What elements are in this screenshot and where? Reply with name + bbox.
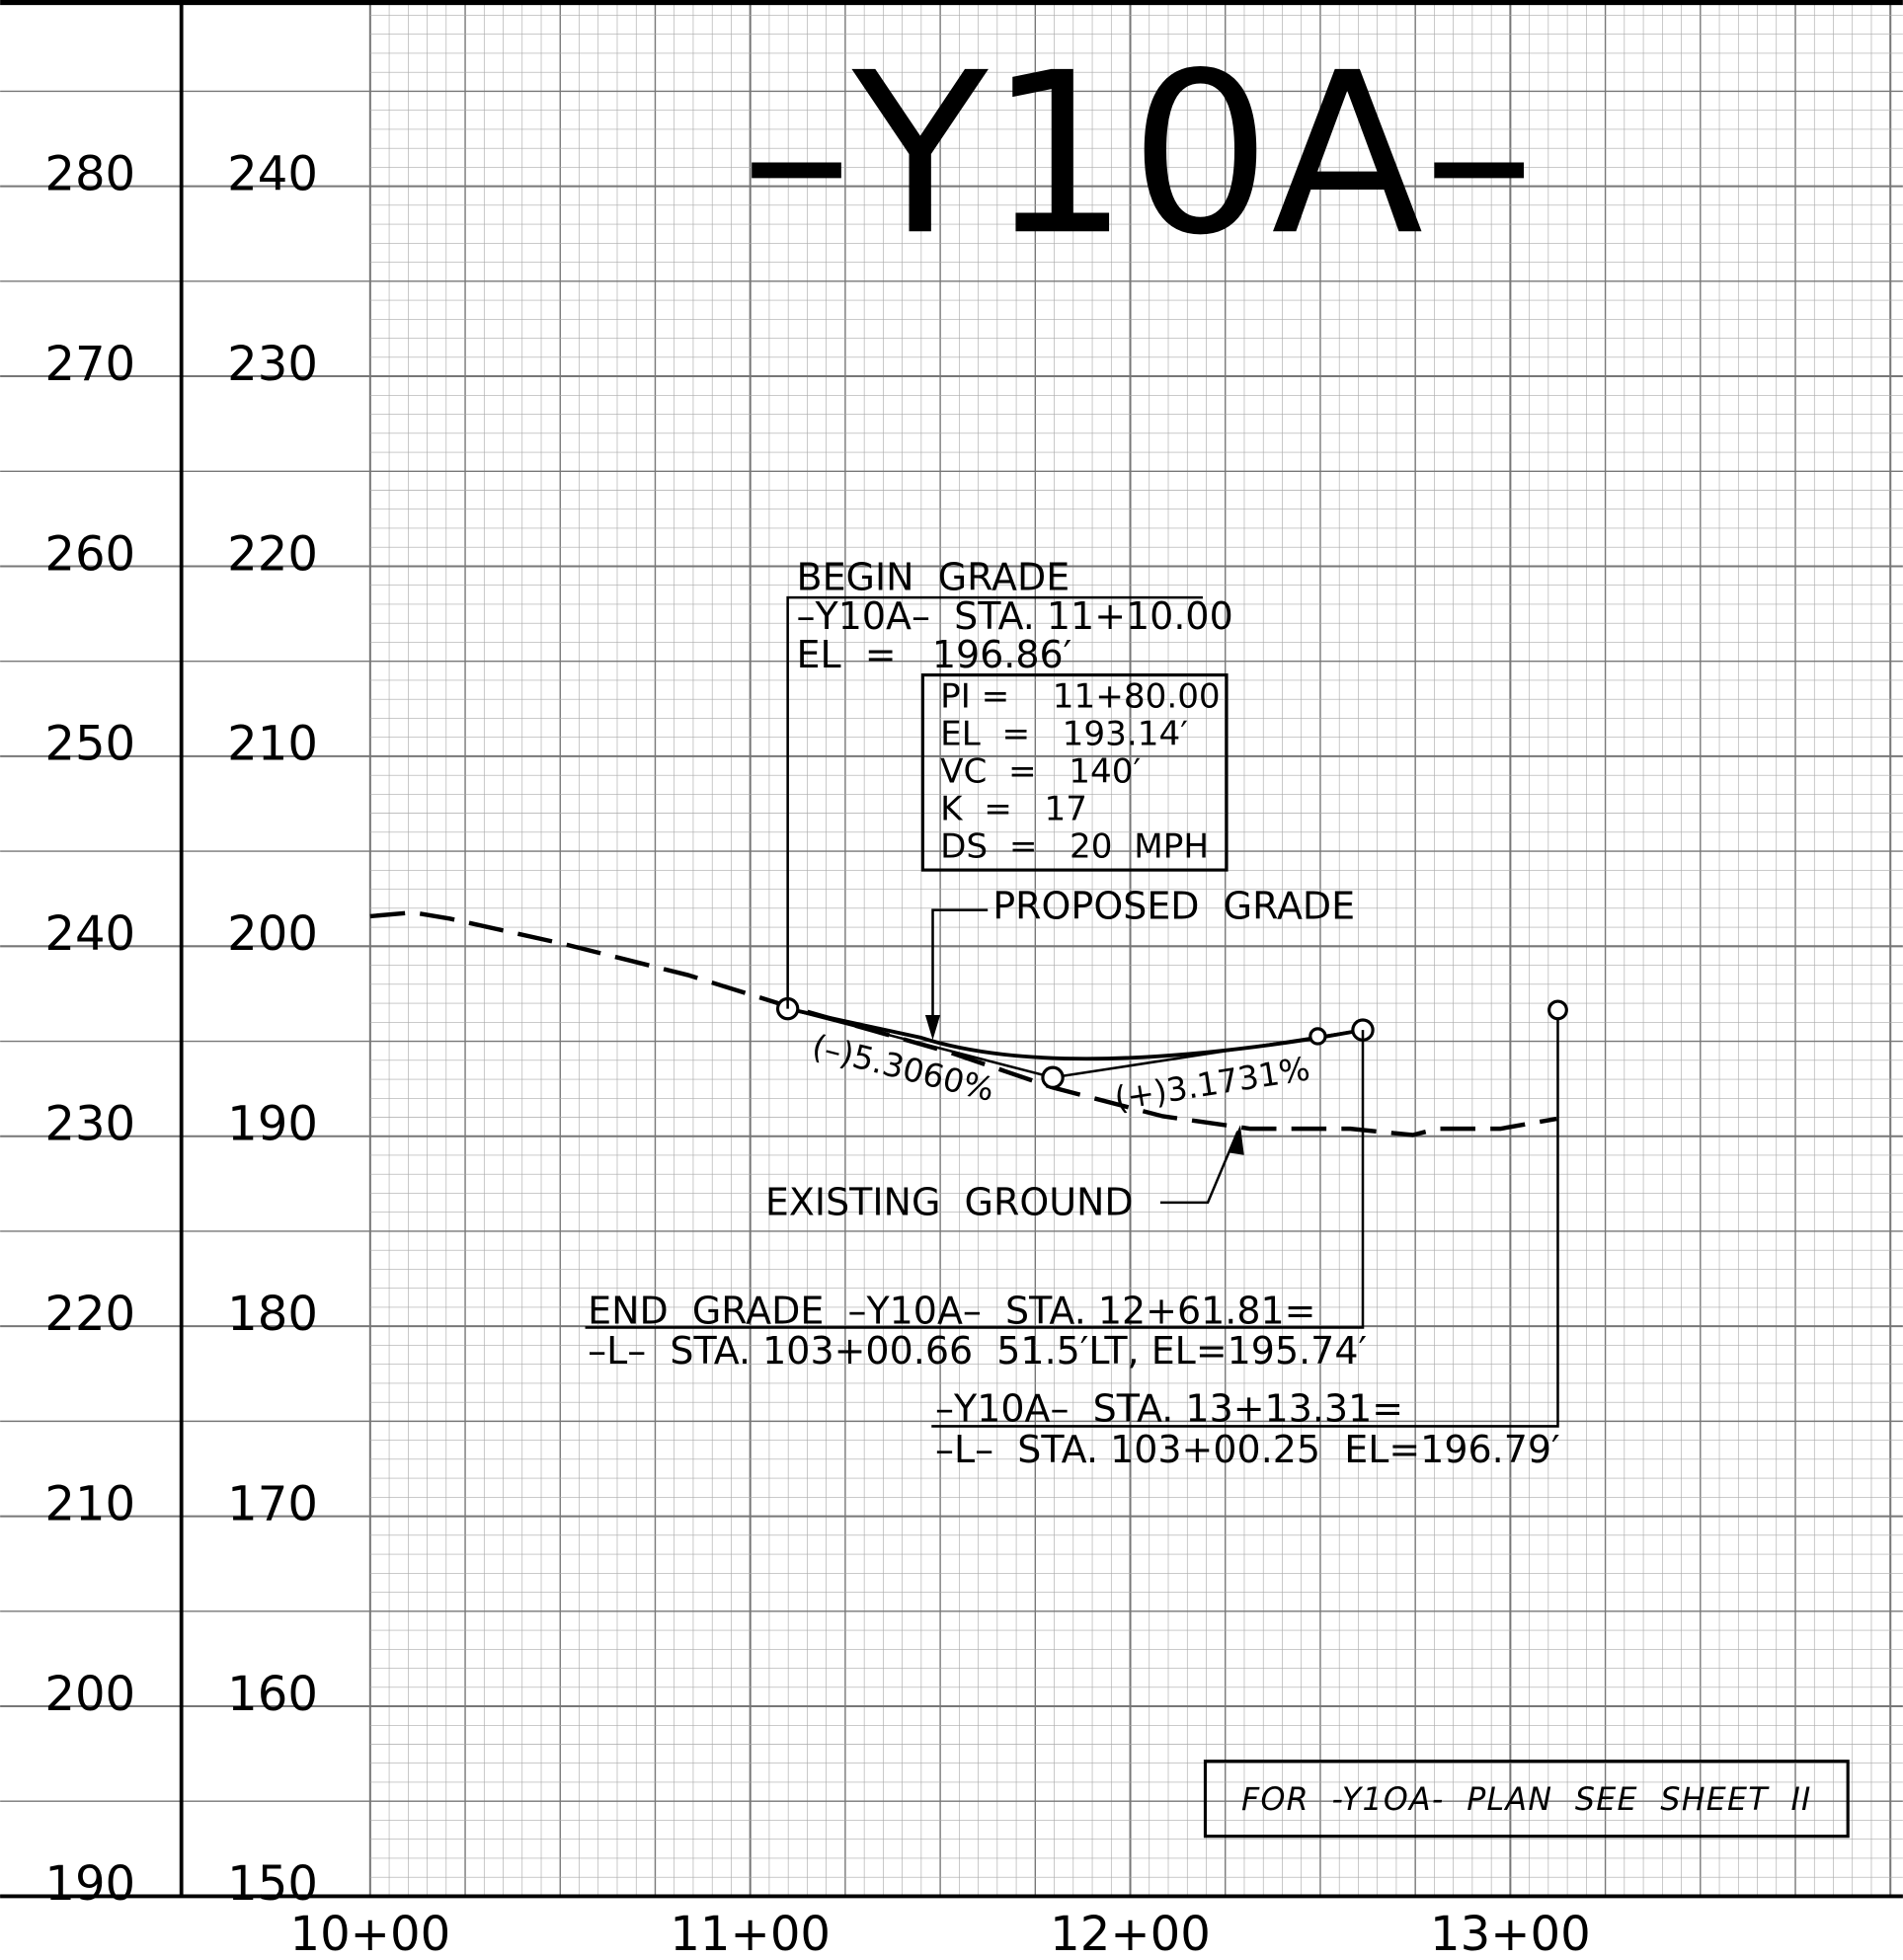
outer-elevation-label: 210 xyxy=(44,1476,135,1531)
inner-elevation-label: 170 xyxy=(227,1476,318,1531)
pi-line: VC = 140′ xyxy=(940,751,1141,791)
pi-line: K = 17 xyxy=(940,789,1087,828)
inner-elevation-label: 160 xyxy=(227,1667,318,1722)
evc-point xyxy=(1308,1027,1327,1046)
inner-elevation-label: 200 xyxy=(227,906,318,962)
inner-elevation-label: 240 xyxy=(227,146,318,201)
outer-elevation-label: 240 xyxy=(44,906,135,962)
inner-elevation-label: 230 xyxy=(227,337,318,392)
tie-leader xyxy=(931,1018,1559,1428)
outer-elevation-label: 280 xyxy=(44,146,135,201)
outer-elevation-label: 230 xyxy=(44,1097,135,1152)
end-grade-line: –L– STA. 103+00.66 51.5′LT, EL=195.74′ xyxy=(588,1329,1367,1372)
grid xyxy=(0,0,1903,1898)
end-grade-line: END GRADE –Y10A– STA. 12+61.81= xyxy=(588,1290,1315,1333)
outer-elevation-label: 270 xyxy=(44,337,135,392)
station-label: 12+00 xyxy=(1050,1907,1211,1960)
begin-grade-line: BEGIN GRADE xyxy=(797,556,1070,599)
title: –Y10A– xyxy=(741,26,1535,284)
inner-elevation-label: 190 xyxy=(227,1097,318,1152)
outer-elevation-label: 200 xyxy=(44,1667,135,1722)
outer-elevation-label: 250 xyxy=(44,717,135,772)
pi-line: EL = 193.14′ xyxy=(940,715,1188,754)
note-box xyxy=(1203,1760,1850,1839)
inner-elevation-label: 180 xyxy=(227,1287,318,1342)
begin-grade-line: EL = 196.86′ xyxy=(797,633,1072,676)
outer-elevation-label: 190 xyxy=(44,1856,135,1912)
tie-line: –L– STA. 103+00.25 EL=196.79′ xyxy=(935,1428,1560,1471)
pi-line: DS = 20 MPH xyxy=(940,826,1209,866)
outer-elevation-label: 260 xyxy=(44,526,135,582)
begin-leader xyxy=(786,595,1203,1009)
inner-elevation-label: 220 xyxy=(227,526,318,582)
inner-elevation-label: 210 xyxy=(227,717,318,772)
inner-elevation-label: 150 xyxy=(227,1856,318,1912)
existing-ground-line xyxy=(369,909,1557,1137)
station-label: 11+00 xyxy=(670,1907,831,1960)
tie-point xyxy=(1547,999,1568,1021)
pi-point xyxy=(1041,1065,1065,1089)
outer-elevation-label: 220 xyxy=(44,1287,135,1342)
proposed-leader xyxy=(931,908,989,1036)
pi-line: PI = 11+80.00 xyxy=(940,677,1221,717)
proposed-grade-label: PROPOSED GRADE xyxy=(992,884,1355,927)
leaders xyxy=(585,595,1850,1839)
station-label: 13+00 xyxy=(1430,1907,1591,1960)
end-leader xyxy=(585,1030,1365,1329)
pi-box xyxy=(920,673,1229,872)
station-label: 10+00 xyxy=(289,1907,450,1960)
existing-ground-label: EXISTING GROUND xyxy=(765,1180,1134,1223)
begin-grade-line: –Y10A– STA. 11+10.00 xyxy=(797,594,1233,638)
sheet-note: FOR -Y1OA- PLAN SEE SHEET II xyxy=(1241,1782,1812,1818)
tie-line: –Y10A– STA. 13+13.31= xyxy=(935,1386,1403,1430)
existing-leader xyxy=(1159,1131,1239,1205)
